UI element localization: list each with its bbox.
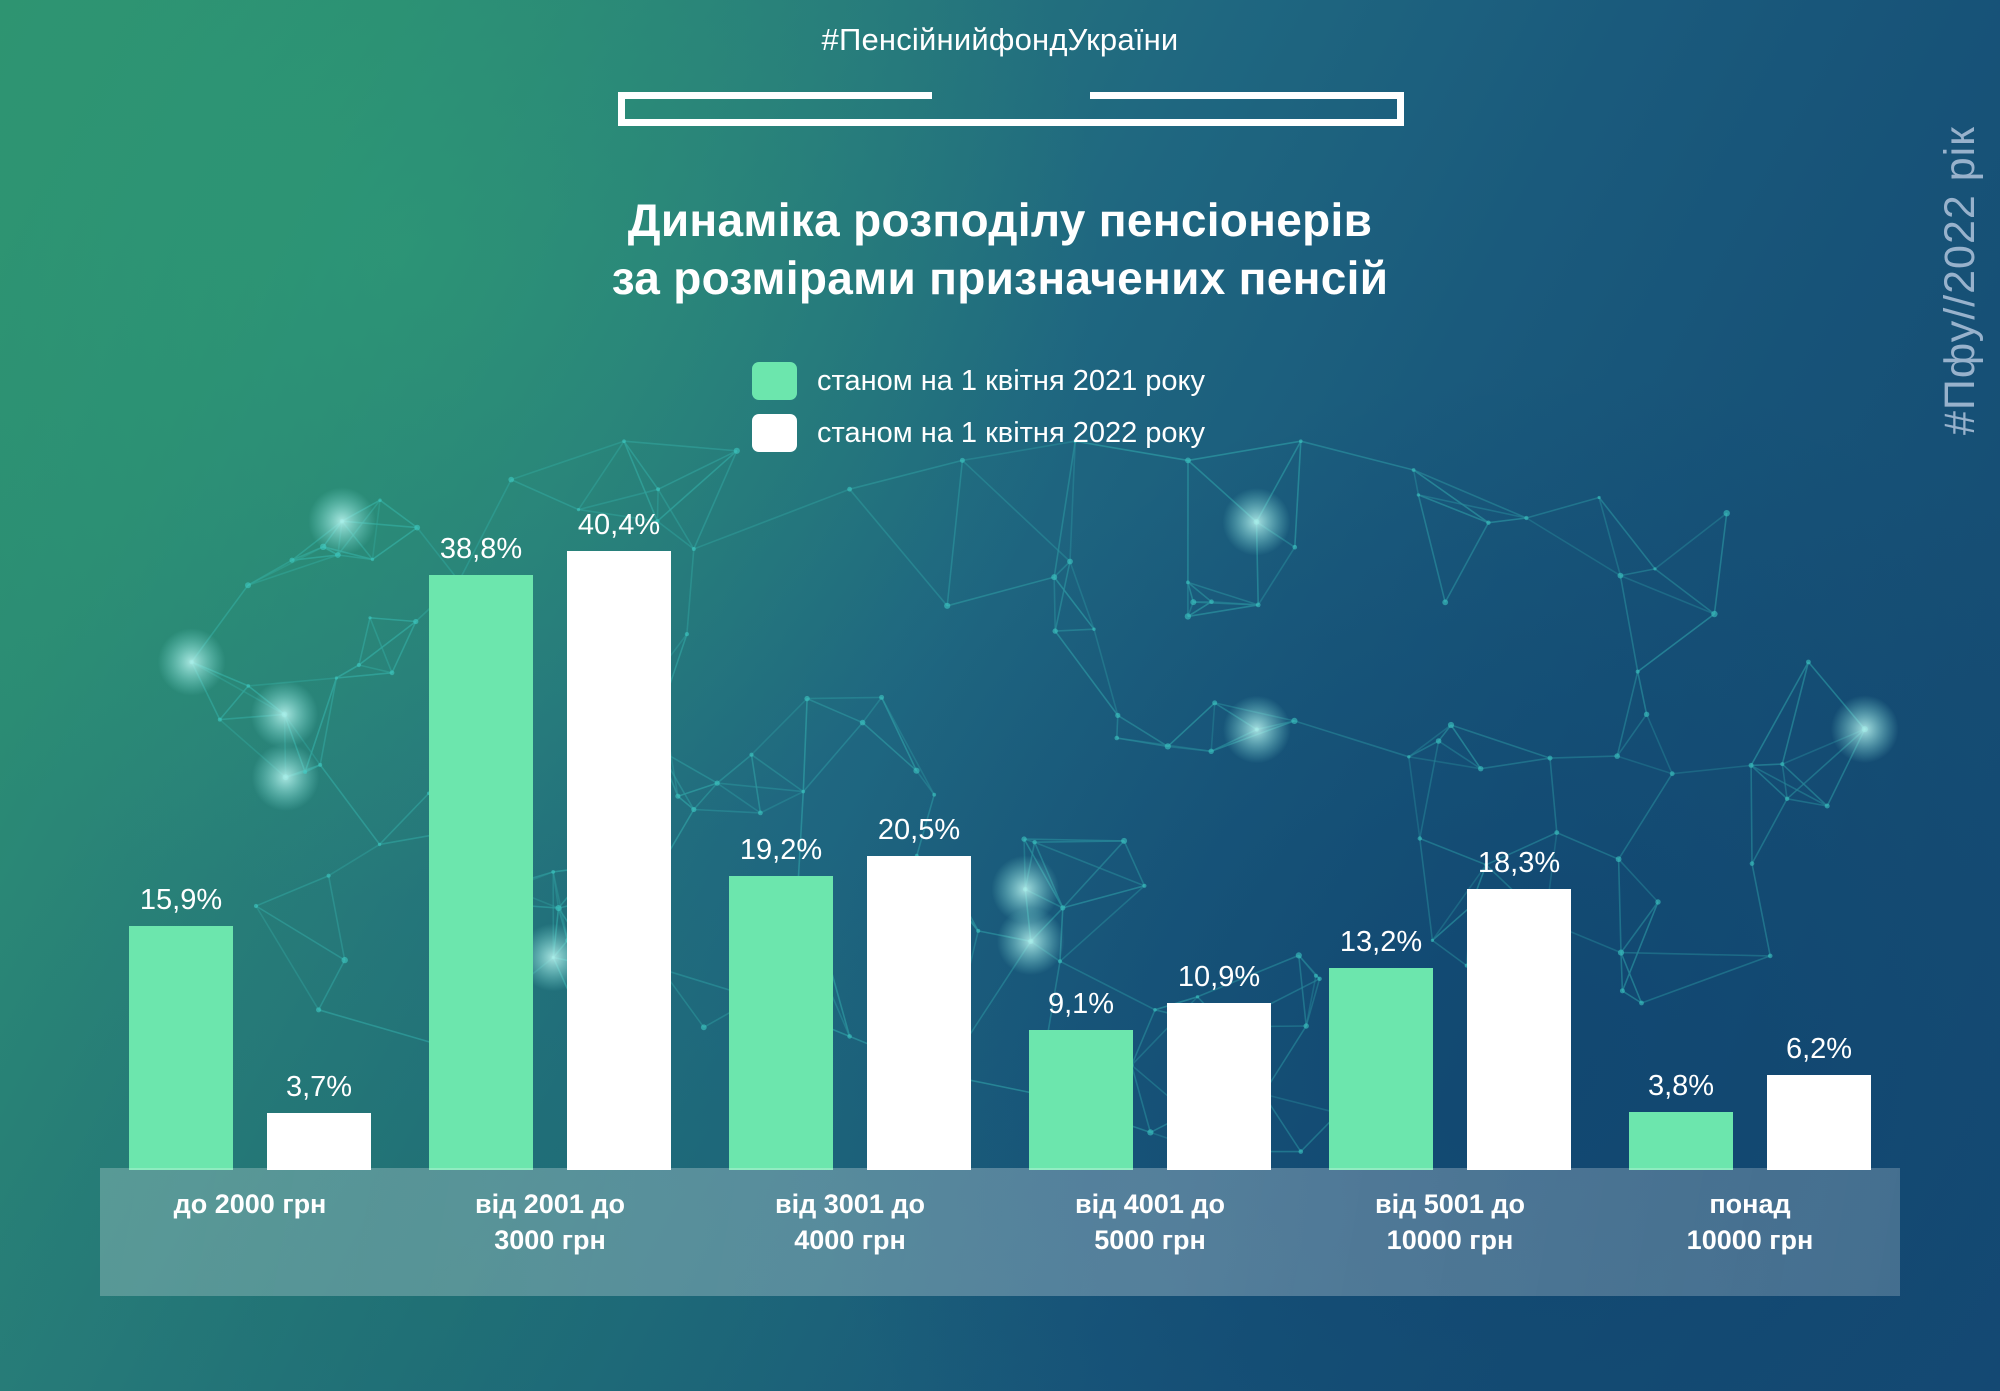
bar-groups: 15,9% 3,7% 38,8% 40,4% 19,2% 20,5% 9,1% 10,9% 13… bbox=[100, 420, 1900, 1170]
frame-bottom-edge bbox=[618, 119, 1404, 126]
bar-column[interactable]: 10,9% bbox=[1167, 420, 1271, 1170]
bar-value-label: 3,7% bbox=[285, 1071, 353, 1104]
legend-label: станом на 1 квітня 2021 року bbox=[817, 364, 1206, 397]
decorative-frame bbox=[618, 92, 1404, 126]
frame-top-left-segment bbox=[618, 92, 932, 99]
bar-column[interactable]: 19,2% bbox=[729, 420, 833, 1170]
page-title-line-1: Динаміка розподілу пенсіонерів bbox=[627, 194, 1373, 246]
bar-group: 15,9% 3,7% bbox=[100, 420, 400, 1170]
category-label: до 2000 грн bbox=[173, 1189, 327, 1219]
bar-column[interactable]: 40,4% bbox=[567, 420, 671, 1170]
frame-top-right-segment bbox=[1090, 92, 1404, 99]
bar-value-label: 13,2% bbox=[1339, 925, 1423, 958]
category-label: понад 10000 грн bbox=[1686, 1189, 1814, 1256]
bar-value-label: 3,8% bbox=[1647, 1069, 1715, 1102]
category-label: від 2001 до 3000 грн bbox=[475, 1189, 625, 1256]
bar[interactable] bbox=[1767, 1074, 1871, 1170]
bar[interactable] bbox=[567, 550, 671, 1170]
bar[interactable] bbox=[429, 575, 533, 1170]
bar-value-label: 38,8% bbox=[439, 533, 523, 566]
bar-column[interactable]: 3,8% bbox=[1629, 420, 1733, 1170]
page-title: Динаміка розподілу пенсіонерів за розмір… bbox=[0, 192, 2000, 308]
bar[interactable] bbox=[867, 855, 971, 1170]
category-label-band: до 2000 грн від 2001 до 3000 грн від 3001 … bbox=[100, 1168, 1900, 1296]
bar-column[interactable]: 20,5% bbox=[867, 420, 971, 1170]
bar-column[interactable]: 3,7% bbox=[267, 420, 371, 1170]
bar-column[interactable]: 9,1% bbox=[1029, 420, 1133, 1170]
legend-item: станом на 1 квітня 2022 року bbox=[752, 414, 1205, 452]
bar-value-label: 18,3% bbox=[1477, 847, 1561, 880]
frame-right-edge bbox=[1397, 92, 1404, 126]
legend-swatch bbox=[752, 362, 797, 400]
frame-left-edge bbox=[618, 92, 625, 126]
bar-value-label: 19,2% bbox=[739, 833, 823, 866]
bar-column[interactable]: 38,8% bbox=[429, 420, 533, 1170]
bar-column[interactable]: 13,2% bbox=[1329, 420, 1433, 1170]
bar-value-label: 6,2% bbox=[1785, 1032, 1853, 1065]
chart-legend: станом на 1 квітня 2021 року станом на 1 … bbox=[752, 362, 1205, 452]
category-label: від 4001 до 5000 грн bbox=[1075, 1189, 1225, 1256]
page-title-line-2: за розмірами призначених пенсій bbox=[611, 251, 1389, 304]
bar-group: 3,8% 6,2% bbox=[1600, 420, 1900, 1170]
vertical-hashtag: #Пфу//2022 рік bbox=[1918, 0, 2000, 560]
bar[interactable] bbox=[267, 1113, 371, 1170]
bar[interactable] bbox=[1029, 1030, 1133, 1170]
legend-label: станом на 1 квітня 2022 року bbox=[817, 416, 1206, 449]
legend-item: станом на 1 квітня 2021 року bbox=[752, 362, 1205, 400]
bar-value-label: 9,1% bbox=[1047, 988, 1115, 1021]
bar-value-label: 15,9% bbox=[139, 884, 223, 917]
bar-value-label: 20,5% bbox=[877, 813, 961, 846]
bar-value-label: 10,9% bbox=[1177, 960, 1261, 993]
bar-column[interactable]: 15,9% bbox=[129, 420, 233, 1170]
bar-chart: 15,9% 3,7% 38,8% 40,4% 19,2% 20,5% 9,1% 10,9% 13… bbox=[100, 420, 1900, 1170]
category-label: від 3001 до 4000 грн bbox=[775, 1189, 925, 1256]
bar-value-label: 40,4% bbox=[577, 508, 661, 541]
bar-column[interactable]: 18,3% bbox=[1467, 420, 1571, 1170]
bar[interactable] bbox=[129, 926, 233, 1170]
bar-group: 38,8% 40,4% bbox=[400, 420, 700, 1170]
bar-group: 9,1% 10,9% bbox=[1000, 420, 1300, 1170]
bar-column[interactable]: 6,2% bbox=[1767, 420, 1871, 1170]
vertical-hashtag-label: #Пфу//2022 рік bbox=[1935, 125, 1984, 435]
bar[interactable] bbox=[1329, 967, 1433, 1170]
category-label: від 5001 до 10000 грн bbox=[1375, 1189, 1525, 1256]
legend-swatch bbox=[752, 414, 797, 452]
bar[interactable] bbox=[729, 875, 833, 1170]
bar[interactable] bbox=[1167, 1002, 1271, 1170]
header-hashtag: #ПенсійнийфондУкраїни bbox=[821, 22, 1179, 57]
bar-group: 13,2% 18,3% bbox=[1300, 420, 1600, 1170]
bar[interactable] bbox=[1467, 889, 1571, 1170]
bar[interactable] bbox=[1629, 1111, 1733, 1170]
bar-group: 19,2% 20,5% bbox=[700, 420, 1000, 1170]
